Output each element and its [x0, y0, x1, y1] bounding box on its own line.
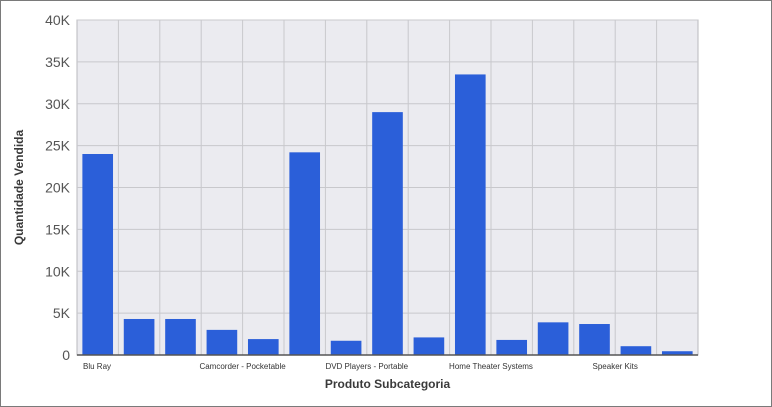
y-tick-label: 10K	[45, 263, 71, 279]
x-tick-label: Home Theater Systems	[449, 362, 533, 371]
bar[interactable]	[289, 152, 321, 355]
bar[interactable]	[620, 346, 652, 355]
bar[interactable]	[579, 324, 610, 355]
y-tick-label: 15K	[45, 221, 71, 237]
bars	[82, 74, 693, 355]
bar[interactable]	[372, 112, 403, 355]
y-tick-label: 25K	[45, 138, 71, 154]
bar[interactable]	[330, 340, 362, 355]
bar[interactable]	[82, 154, 114, 355]
x-tick-label: Speaker Kits	[593, 362, 638, 371]
y-tick-label: 5K	[53, 305, 71, 321]
x-tick-label: DVD Players - Portable	[325, 362, 408, 371]
y-tick-label: 0	[62, 347, 70, 363]
x-tick-label: Camcorder - Pocketable	[199, 362, 286, 371]
y-axis-title: Quantidade Vendida	[12, 130, 26, 246]
bar[interactable]	[165, 318, 196, 355]
y-tick-labels: 0 5K 10K 15K 20K 25K 30K 35K 40K	[45, 12, 71, 363]
bar[interactable]	[661, 351, 693, 355]
y-tick-label: 30K	[45, 96, 71, 112]
y-tick-label: 40K	[45, 12, 71, 28]
bar[interactable]	[247, 339, 279, 355]
bar[interactable]	[454, 74, 486, 355]
bar[interactable]	[413, 337, 445, 355]
y-tick-label: 20K	[45, 180, 71, 196]
bar[interactable]	[496, 339, 528, 355]
x-tick-labels: Blu Ray Camcorder - Pocketable DVD Players…	[83, 362, 638, 371]
bar[interactable]	[206, 329, 238, 355]
bar[interactable]	[537, 322, 569, 355]
x-axis-title: Produto Subcategoria	[325, 377, 451, 391]
y-tick-label: 35K	[45, 54, 71, 70]
x-tick-label: Blu Ray	[83, 362, 111, 371]
bar[interactable]	[123, 318, 155, 355]
